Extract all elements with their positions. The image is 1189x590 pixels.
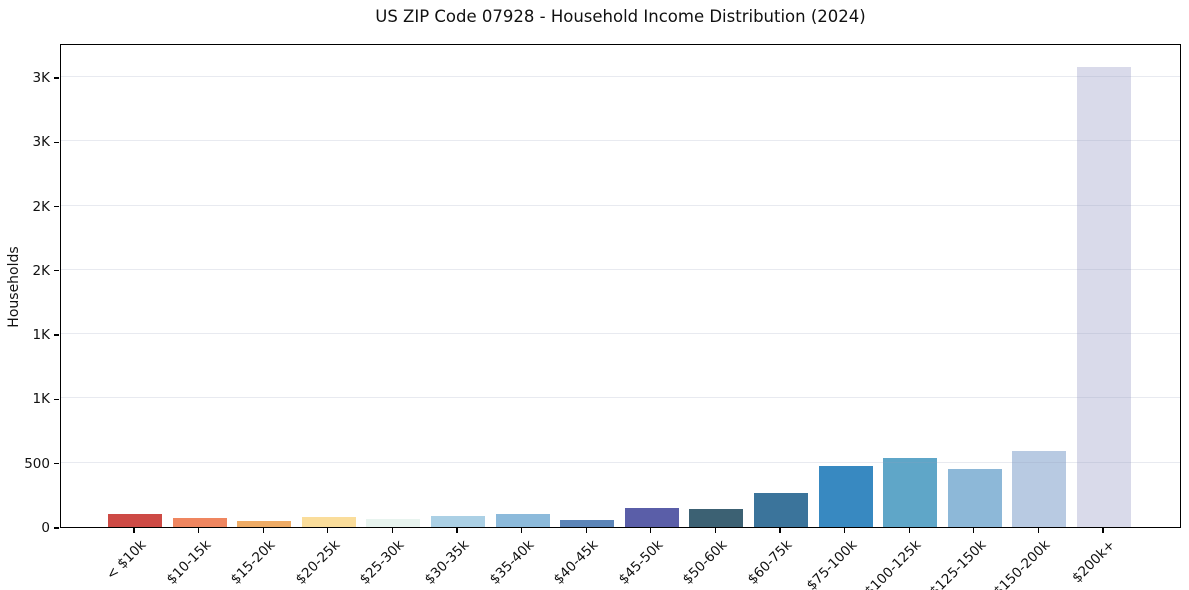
x-tick-label: $50-60k — [680, 537, 731, 588]
x-tick-label: < $10k — [103, 537, 150, 584]
x-tick-mark — [585, 528, 587, 533]
y-tick-label: 500 — [24, 455, 50, 472]
x-tick-label: $200k+ — [1069, 537, 1119, 587]
x-tick-mark — [1037, 528, 1040, 533]
x-tick-mark — [650, 528, 652, 533]
bar-< $10k — [108, 513, 162, 527]
x-tick-mark — [908, 528, 910, 533]
y-tick-mark — [54, 527, 59, 529]
y-tick-mark — [54, 463, 59, 465]
bar-$10-15k — [172, 517, 227, 527]
x-tick-mark — [520, 528, 523, 533]
bar-$75-100k — [818, 465, 873, 527]
bar-$25-30k — [366, 518, 421, 527]
x-tick-label: $30-35k — [421, 537, 473, 588]
y-tick-label: 0 — [41, 520, 50, 536]
bar-$35-40k — [495, 514, 550, 527]
y-tick-mark — [54, 205, 59, 208]
y-tick-label: 3K — [32, 134, 50, 151]
y-tick-mark — [54, 334, 59, 336]
x-tick-label: $35-40k — [486, 537, 537, 588]
bar-$50-60k — [689, 508, 744, 527]
x-tick-mark — [197, 528, 200, 533]
x-tick-mark — [456, 528, 458, 533]
y-tick-mark — [54, 77, 59, 79]
bar-$150-200k — [1012, 450, 1067, 527]
bar-$45-50k — [624, 507, 679, 527]
bar-$20-25k — [301, 517, 356, 527]
chart-title: US ZIP Code 07928 - Household Income Dis… — [375, 7, 866, 26]
bar-$125-150k — [947, 469, 1002, 527]
y-tick-mark — [54, 398, 59, 401]
y-tick-label: 2K — [32, 198, 50, 215]
y-axis-label: Households — [6, 246, 22, 328]
y-tick-label: 2K — [32, 262, 50, 279]
bar-$100-125k — [883, 457, 938, 527]
bar-$40-45k — [560, 519, 615, 527]
y-tick-label: 1K — [32, 327, 50, 344]
x-tick-label: $100-125k — [861, 537, 925, 590]
x-tick-mark — [391, 528, 394, 533]
bar-$15-20k — [237, 520, 292, 527]
x-tick-mark — [133, 528, 135, 533]
x-tick-label: $60-75k — [744, 537, 796, 588]
x-tick-mark — [973, 528, 975, 533]
x-tick-mark — [843, 528, 846, 533]
x-tick-label: $25-30k — [357, 537, 408, 588]
x-tick-mark — [262, 528, 264, 533]
y-tick-label: 1K — [32, 391, 50, 408]
bars-layer — [61, 45, 1180, 527]
x-tick-label: $15-20k — [227, 537, 279, 588]
y-tick-mark — [54, 141, 59, 143]
x-tick-label: $45-50k — [615, 537, 667, 588]
bar-$60-75k — [754, 492, 808, 527]
y-tick-mark — [54, 270, 59, 272]
bar-$200k+ — [1077, 66, 1131, 527]
x-tick-mark — [327, 528, 329, 533]
plot-area — [60, 44, 1181, 528]
x-tick-label: $125-150k — [926, 537, 990, 590]
x-tick-mark — [714, 528, 717, 533]
x-tick-label: $20-25k — [292, 537, 344, 588]
x-tick-label: $10-15k — [163, 537, 214, 588]
x-tick-label: $40-45k — [550, 537, 602, 588]
x-tick-mark — [1102, 528, 1104, 533]
x-tick-label: $150-200k — [990, 537, 1054, 590]
y-tick-label: 3K — [32, 69, 50, 86]
bar-$30-35k — [431, 516, 485, 527]
x-tick-mark — [779, 528, 781, 533]
x-tick-label: $75-100k — [803, 537, 860, 590]
